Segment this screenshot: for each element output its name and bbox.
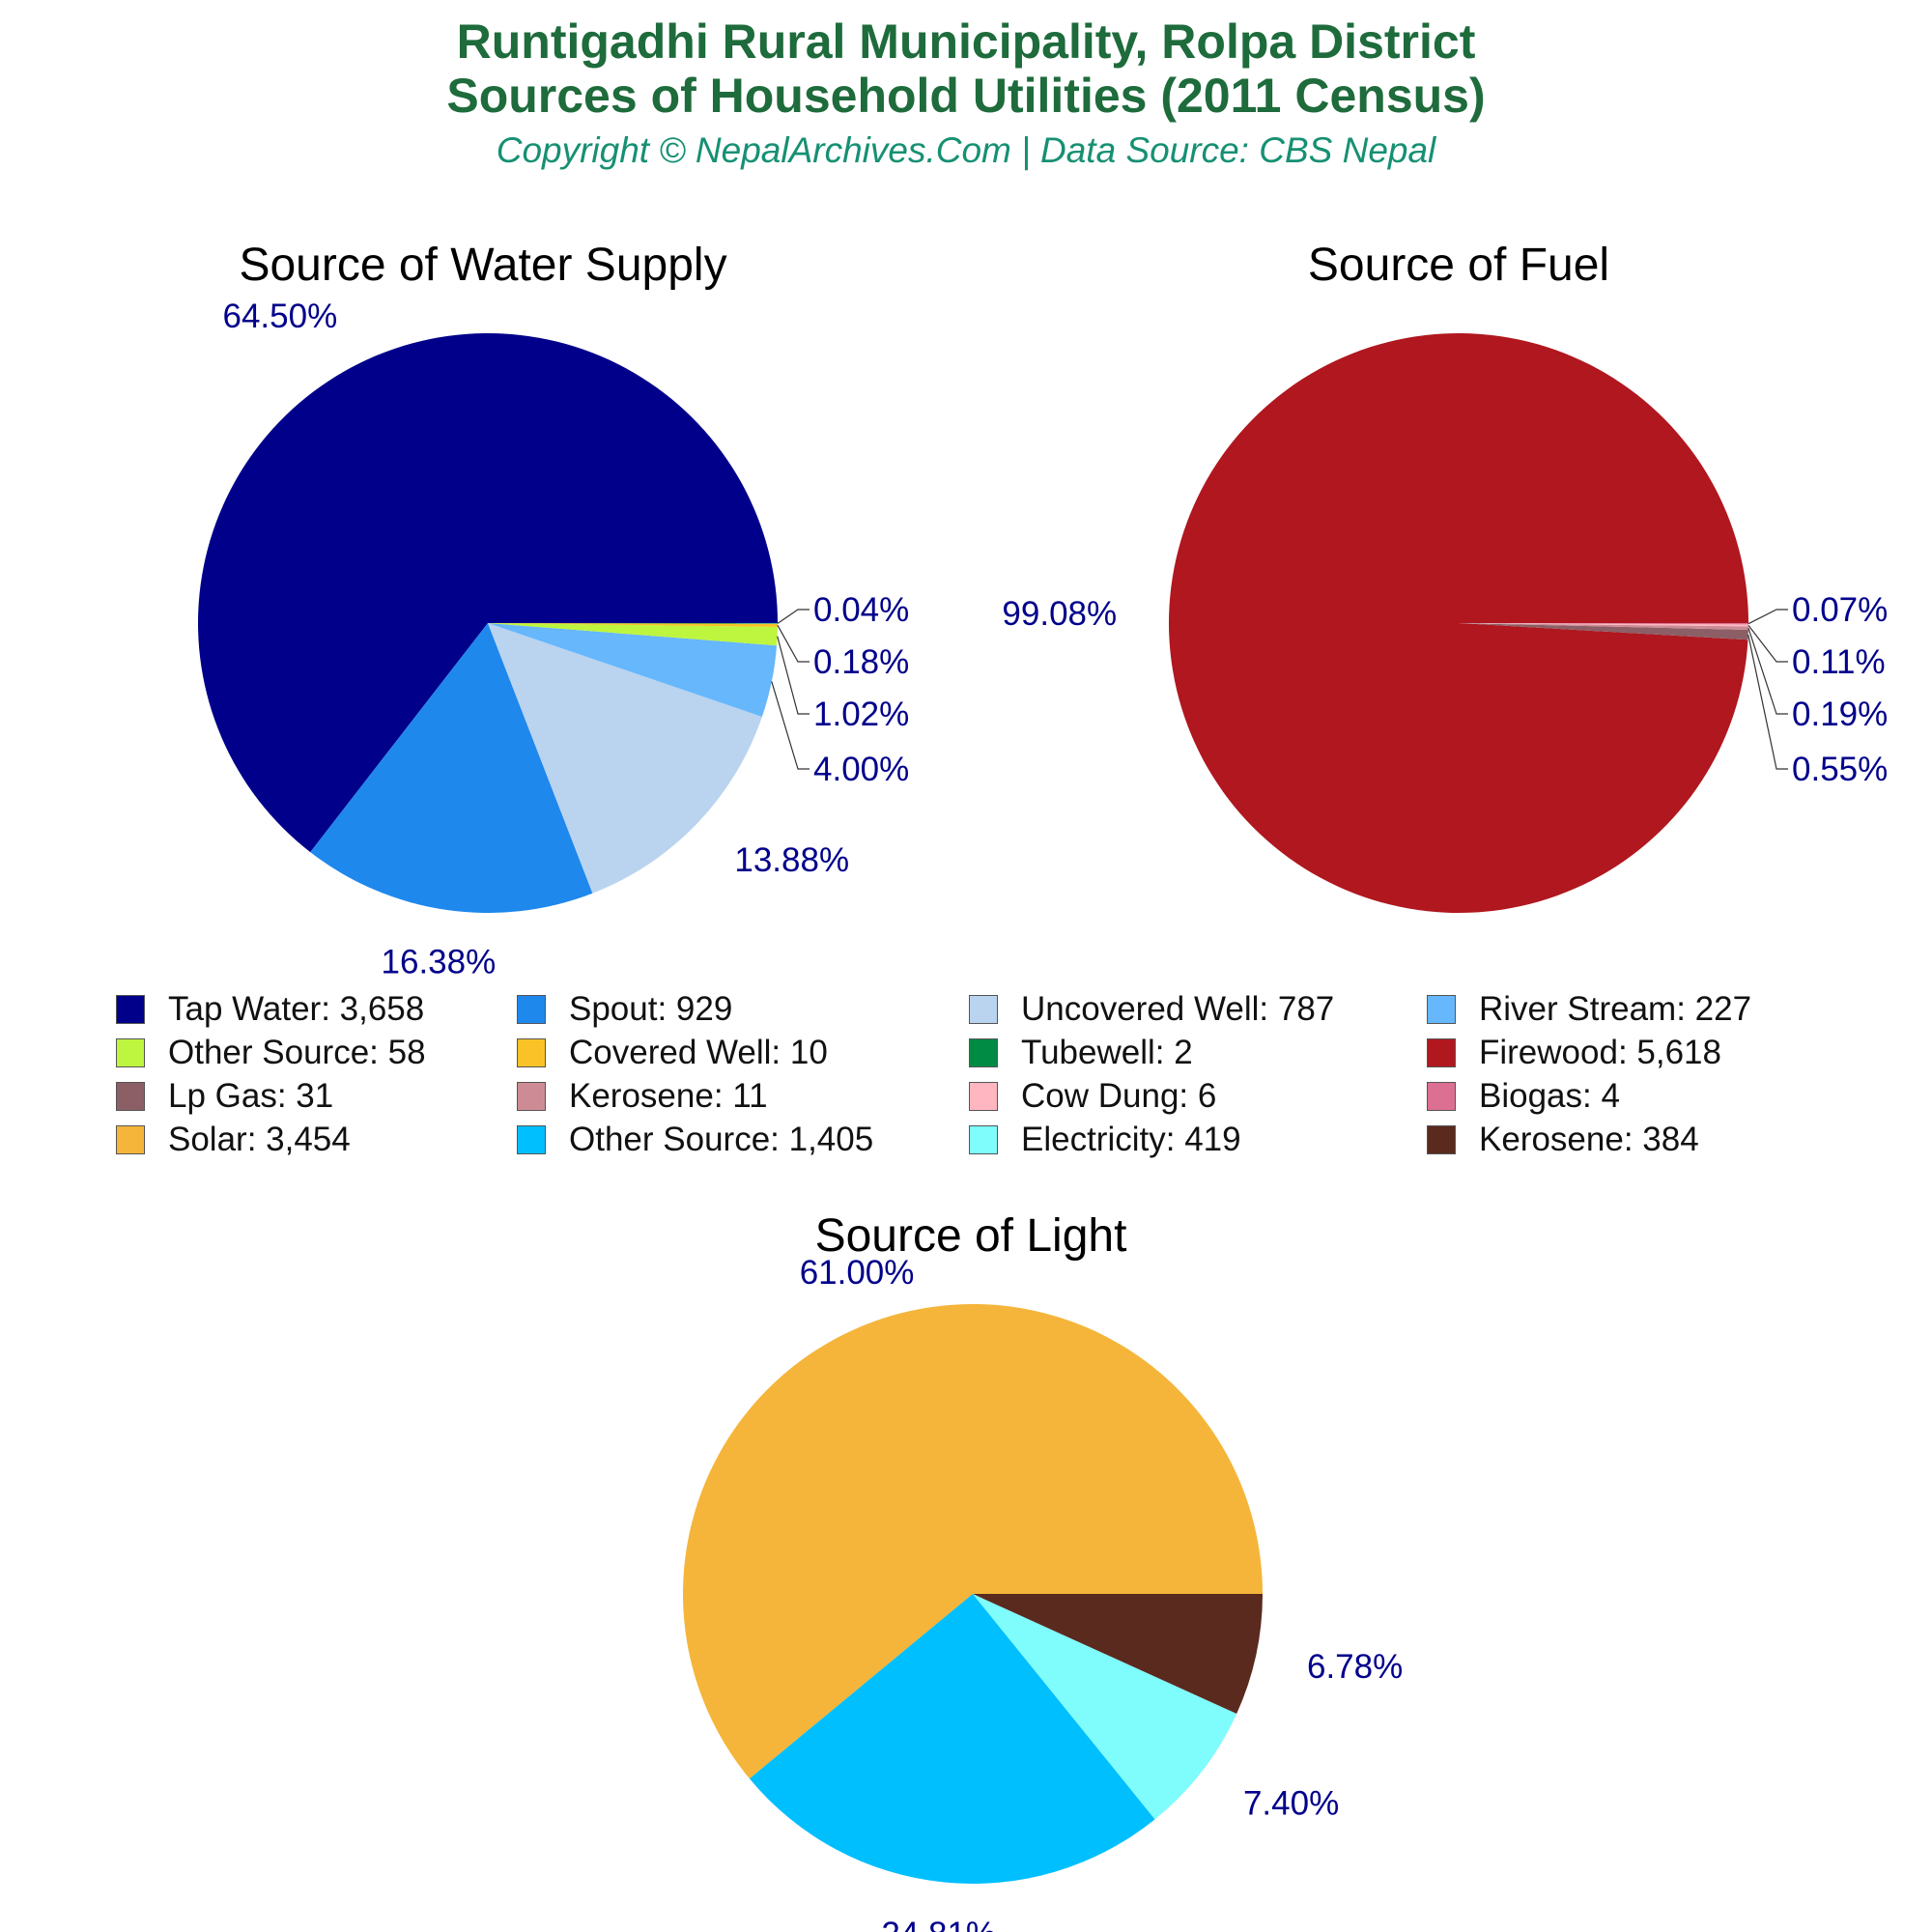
pie-slice-lp-gas <box>1459 623 1748 640</box>
legend-item: Lp Gas: 31 <box>116 1077 333 1116</box>
legend-swatch <box>1427 1125 1456 1154</box>
legend-label: Tap Water: 3,658 <box>168 990 425 1028</box>
legend-item: Electricity: 419 <box>969 1121 1241 1159</box>
legend-label: Other Source: 1,405 <box>569 1121 874 1158</box>
pie-slice-kerosene <box>973 1594 1263 1715</box>
legend-item: Spout: 929 <box>517 990 732 1029</box>
leader-line <box>777 625 810 663</box>
pie-slice-river-stream <box>488 623 778 717</box>
legend-item: Tubewell: 2 <box>969 1034 1193 1072</box>
legend-item: Firewood: 5,618 <box>1427 1034 1721 1072</box>
percent-label: 64.50% <box>223 298 338 335</box>
percent-label: 61.00% <box>800 1254 915 1292</box>
pie-slice-kerosene <box>1459 623 1748 630</box>
legend-item: Other Source: 58 <box>116 1034 426 1072</box>
pie-slice-covered-well <box>488 623 778 627</box>
percent-label: 0.04% <box>813 591 909 629</box>
legend-swatch <box>517 1125 546 1154</box>
leader-line <box>771 681 810 770</box>
legend-label: Firewood: 5,618 <box>1479 1034 1721 1071</box>
legend-label: Other Source: 58 <box>168 1034 426 1071</box>
legend-item: Solar: 3,454 <box>116 1121 351 1159</box>
pie-slice-solar <box>682 1304 1263 1779</box>
legend-item: Uncovered Well: 787 <box>969 990 1334 1029</box>
leader-line <box>1747 624 1788 663</box>
legend-label: Kerosene: 384 <box>1479 1121 1699 1158</box>
legend-label: Tubewell: 2 <box>1021 1034 1193 1071</box>
legend-swatch <box>969 1082 998 1111</box>
pie-chart-2: Source of Fuel 99.08% 0.55% 0.19% 0.11% 0.07% <box>1002 240 1888 914</box>
legend-item: Kerosene: 11 <box>517 1077 768 1116</box>
main-title-line1: Runtigadhi Rural Municipality, Rolpa Dis… <box>456 14 1476 69</box>
percent-label: 0.07% <box>1792 591 1888 629</box>
legend-label: River Stream: 227 <box>1479 990 1752 1028</box>
chart-header: Runtigadhi Rural Municipality, Rolpa Dis… <box>0 0 1932 175</box>
legend-item: Kerosene: 384 <box>1427 1121 1699 1159</box>
legend-item: Tap Water: 3,658 <box>116 990 424 1029</box>
legend-label: Spout: 929 <box>569 990 733 1028</box>
pie-slice-other-source <box>749 1594 1155 1884</box>
legend-label: Biogas: 4 <box>1479 1077 1620 1115</box>
leader-line <box>1747 635 1788 770</box>
percent-label: 1.02% <box>813 696 909 733</box>
legend-label: Solar: 3,454 <box>168 1121 351 1158</box>
legend-label: Cow Dung: 6 <box>1021 1077 1217 1115</box>
pie-slice-other-source <box>488 623 778 646</box>
legend-item: Other Source: 1,405 <box>517 1121 873 1159</box>
pie-slice-tubewell <box>488 623 778 624</box>
legend-swatch <box>1427 1082 1456 1111</box>
percent-label: 16.38% <box>382 943 497 980</box>
leader-line <box>777 636 810 715</box>
pie-slice-cow-dung <box>1459 623 1748 627</box>
legend-swatch <box>116 1125 145 1154</box>
leader-line <box>1747 627 1788 715</box>
legend-swatch <box>517 1082 546 1111</box>
percent-label: 13.88% <box>734 841 849 879</box>
legend-swatch <box>1427 1038 1456 1067</box>
pie-slice-tap-water <box>197 333 778 853</box>
main-title-line2: Sources of Household Utilities (2011 Cen… <box>446 69 1486 123</box>
legend-label: Covered Well: 10 <box>569 1034 828 1071</box>
legend-swatch <box>1427 995 1456 1024</box>
pie-slice-biogas <box>1459 623 1748 625</box>
legend-label: Uncovered Well: 787 <box>1021 990 1335 1028</box>
percent-label: 7.40% <box>1243 1785 1339 1823</box>
pie-slice-uncovered-well <box>488 623 762 894</box>
leader-line <box>777 609 810 624</box>
legend-swatch <box>517 1038 546 1067</box>
legend-item: Biogas: 4 <box>1427 1077 1620 1116</box>
legend-swatch <box>969 1038 998 1067</box>
percent-label: 4.00% <box>813 751 909 788</box>
pie-title: Source of Water Supply <box>239 240 726 291</box>
legend-label: Electricity: 419 <box>1021 1121 1241 1158</box>
percent-label: 0.19% <box>1792 696 1888 733</box>
pie-title: Source of Light <box>815 1210 1127 1262</box>
percent-label: 24.81% <box>881 1916 996 1932</box>
percent-label: 0.18% <box>813 643 909 681</box>
legend-item: Cow Dung: 6 <box>969 1077 1216 1116</box>
pie-slice-spout <box>310 623 593 914</box>
legend-item: Covered Well: 10 <box>517 1034 828 1072</box>
legend-item: River Stream: 227 <box>1427 990 1751 1029</box>
legend-swatch <box>969 995 998 1024</box>
subtitle: Copyright © NepalArchives.Com | Data Sou… <box>496 130 1436 170</box>
pie-slice-firewood <box>1168 333 1748 914</box>
percent-label: 6.78% <box>1307 1648 1403 1686</box>
legend-swatch <box>517 995 546 1024</box>
percent-label: 0.11% <box>1792 643 1886 681</box>
legend-swatch <box>969 1125 998 1154</box>
leader-line <box>1747 609 1788 625</box>
percent-label: 0.55% <box>1792 751 1888 788</box>
pie-title: Source of Fuel <box>1308 240 1609 291</box>
legend-swatch <box>116 1038 145 1067</box>
legend-label: Kerosene: 11 <box>569 1077 768 1115</box>
pie-slice-electricity <box>973 1594 1237 1820</box>
legend-swatch <box>116 1082 145 1111</box>
legend-label: Lp Gas: 31 <box>168 1077 334 1115</box>
legend-swatch <box>116 995 145 1024</box>
pie-chart-1: Source of Water Supply 64.50% 16.38% 13.88%… <box>197 240 909 980</box>
percent-label: 99.08% <box>1002 595 1117 633</box>
